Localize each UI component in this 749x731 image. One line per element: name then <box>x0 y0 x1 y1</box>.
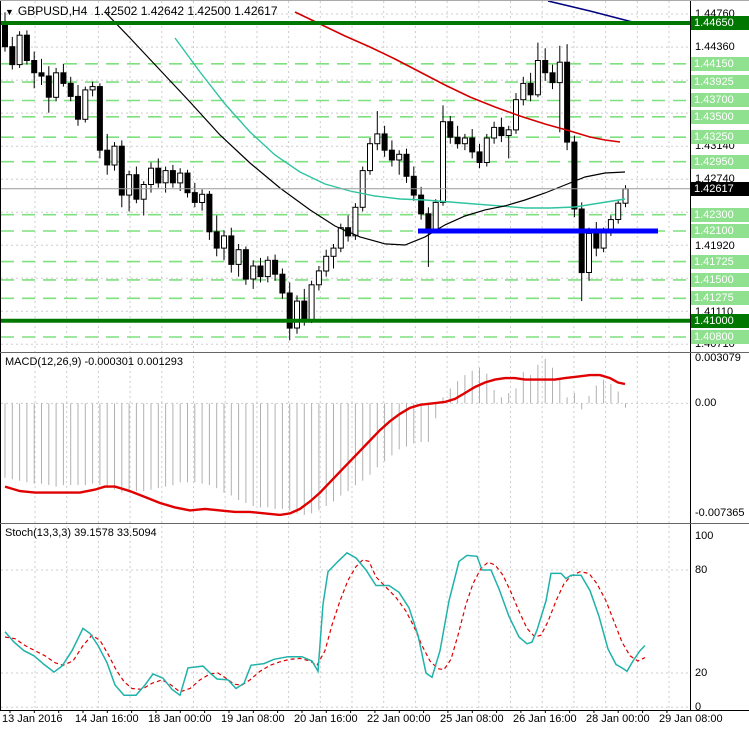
stoch-level-lines <box>1 569 690 708</box>
macd-indicator-label: MACD(12,26,9) -0.000301 0.001293 <box>5 356 183 368</box>
price-level-badge: 1.42300 <box>691 207 749 222</box>
stoch-signal-line <box>4 559 646 693</box>
stoch-indicator-label: Stoch(13,3,3) 39.1578 33.5094 <box>5 527 157 539</box>
current-price-badge: 1.42617 <box>691 181 749 196</box>
price-level-badge: 1.41275 <box>691 291 749 306</box>
price-level-badge: 1.42100 <box>691 223 749 238</box>
time-axis-label: 13 Jan 2016 <box>2 713 63 725</box>
stoch-main-line <box>4 551 646 697</box>
stoch-axis-label: 0 <box>695 701 702 714</box>
price-level-badge: 1.43500 <box>691 109 749 124</box>
price-axis-label: 1.42740 <box>695 172 735 185</box>
ohlc-close: 1.42617 <box>234 4 278 18</box>
ohlc-low: 1.42500 <box>187 4 231 18</box>
time-axis-label: 22 Jan 00:00 <box>367 713 431 725</box>
price-level-badge: 1.41725 <box>691 254 749 269</box>
candlesticks <box>2 12 629 341</box>
price-level-badge: 1.40800 <box>691 329 749 344</box>
price-level-badge: 1.42950 <box>691 154 749 169</box>
price-level-badge: 1.43250 <box>691 130 749 145</box>
symbol-period-label: GBPUSD,H4 <box>17 4 88 18</box>
price-line-badge: 1.41000 <box>691 313 749 328</box>
price-axis-label: 1.44360 <box>695 40 735 53</box>
price-level-badge: 1.44150 <box>691 56 749 71</box>
ma-black-line <box>104 11 626 246</box>
price-line-badge: 1.44650 <box>691 16 749 30</box>
ma-teal-line <box>174 37 626 209</box>
symbol-dropdown-icon[interactable]: ▼ <box>5 7 14 17</box>
panel-borders <box>0 0 749 713</box>
resistance-support-lines[interactable] <box>0 21 690 323</box>
time-axis-label: 29 Jan 08:00 <box>659 713 723 725</box>
ma-navy-line <box>547 0 633 23</box>
macd-axis-label: -0.007365 <box>695 506 745 519</box>
ma-red-line <box>294 11 621 143</box>
stoch-axis-label: 80 <box>695 564 708 576</box>
time-axis-label: 14 Jan 16:00 <box>75 713 139 725</box>
chart-header: ▼ GBPUSD,H4 1.42502 1.42642 1.42500 1.426… <box>5 4 278 18</box>
price-level-badge: 1.43700 <box>691 93 749 108</box>
stoch-axis-label: 20 <box>695 667 708 679</box>
macd-axis-label: 0.003079 <box>695 351 741 364</box>
time-axis-label: 19 Jan 08:00 <box>221 713 285 725</box>
time-axis-label: 20 Jan 16:00 <box>294 713 358 725</box>
stoch-axis-label: 100 <box>695 529 714 542</box>
time-axis-label: 28 Jan 00:00 <box>586 713 650 725</box>
macd-histogram <box>4 358 626 515</box>
time-axis-label: 26 Jan 16:00 <box>513 713 577 725</box>
price-level-badge: 1.43925 <box>691 75 749 90</box>
macd-signal-line <box>4 373 626 517</box>
price-axis-label: 1.41920 <box>695 239 735 252</box>
ohlc-open: 1.42502 <box>93 4 138 18</box>
time-axis-label: 18 Jan 00:00 <box>148 713 212 725</box>
price-level-badge: 1.41500 <box>691 272 749 287</box>
macd-axis-label: 0.00 <box>695 397 717 410</box>
green-level-lines[interactable] <box>1 62 690 338</box>
time-axis-label: 25 Jan 08:00 <box>440 713 504 725</box>
ohlc-high: 1.42642 <box>140 4 185 18</box>
